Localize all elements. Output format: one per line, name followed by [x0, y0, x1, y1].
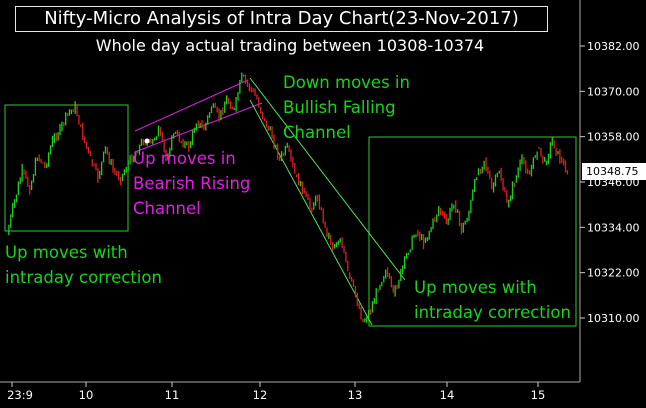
annotation-left-box: Up moves with intraday correction: [5, 240, 162, 290]
left-range-box: [4, 104, 129, 232]
chart-subtitle: Whole day actual trading between 10308-1…: [95, 36, 485, 55]
falling-channel-upper: [249, 77, 406, 281]
annotation-line: intraday correction: [5, 268, 162, 287]
x-tick-label: 10: [79, 388, 94, 402]
annotation-line: Channel: [283, 123, 351, 142]
x-tick-label: 23:9: [7, 388, 33, 402]
annotation-line: Bearish Rising: [133, 174, 251, 193]
marker-dot: [144, 138, 150, 144]
y-tick-label: 10334.00: [587, 221, 640, 234]
annotation-line: Up moves in: [133, 149, 236, 168]
x-tick-label: 14: [440, 388, 455, 402]
chart-title: Nifty-Micro Analysis of Intra Day Chart(…: [15, 6, 548, 32]
last-price-tag: 10348.75: [582, 163, 646, 180]
annotation-line: Up moves with: [5, 243, 128, 262]
x-tick-label: 12: [253, 388, 268, 402]
x-tick-label: 11: [165, 388, 180, 402]
annotation-line: Channel: [133, 199, 201, 218]
y-tick-label: 10322.00: [587, 267, 640, 280]
y-tick-label: 10370.00: [587, 85, 640, 98]
annotation-line: Down moves in: [283, 73, 410, 92]
falling-channel-lower: [249, 99, 373, 326]
annotation-falling-channel: Down moves in Bullish Falling Channel: [283, 70, 410, 145]
y-tick-label: 10358.00: [587, 131, 640, 144]
annotation-rising-channel: Up moves in Bearish Rising Channel: [133, 146, 250, 221]
right-range-box: [368, 136, 577, 327]
annotation-line: Up moves with: [414, 278, 537, 297]
annotation-line: Bullish Falling: [283, 98, 396, 117]
y-tick-label: 10382.00: [587, 40, 640, 53]
x-tick-label: 13: [348, 388, 363, 402]
annotation-right-box: Up moves with intraday correction: [414, 275, 571, 325]
x-tick-label: 15: [531, 388, 546, 402]
rising-channel-upper: [134, 79, 249, 132]
y-tick-label: 10310.00: [587, 312, 640, 325]
annotation-line: intraday correction: [414, 303, 571, 322]
